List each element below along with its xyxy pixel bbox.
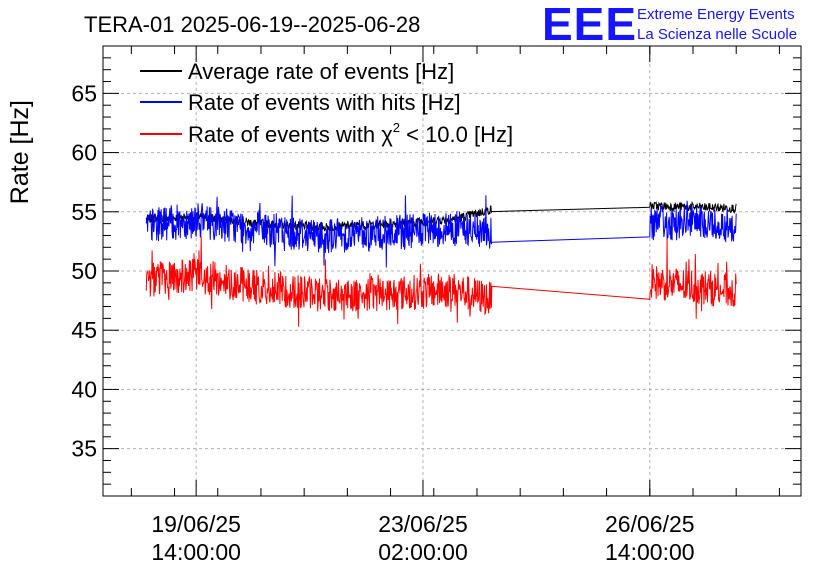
series-line-1	[145, 195, 737, 268]
logo-line-2: La Scienza nelle Scuole	[637, 26, 797, 43]
legend: Average rate of events [Hz] Rate of even…	[140, 59, 513, 147]
y-axis-label: Rate [Hz]	[6, 100, 34, 204]
legend-average: Average rate of events [Hz]	[188, 59, 454, 84]
legend-hits: Rate of events with hits [Hz]	[188, 90, 461, 115]
y-tick-label: 60	[71, 140, 97, 166]
series-line-2	[145, 236, 737, 327]
y-tick-label: 40	[71, 376, 97, 402]
y-tick-label: 35	[71, 436, 97, 462]
x-tick-label-date: 23/06/25	[378, 511, 468, 537]
y-tick-label: 55	[71, 199, 97, 225]
y-tick-label: 50	[71, 258, 97, 284]
axes	[102, 45, 802, 497]
series-lines	[145, 195, 737, 327]
tick-labels: 3540455055606519/06/2514:00:0023/06/2502…	[71, 80, 694, 565]
chart-title: TERA-01 2025-06-19--2025-06-28	[84, 12, 420, 37]
logo-line-1: Extreme Energy Events	[637, 6, 795, 23]
plot-frame	[102, 45, 802, 497]
x-tick-label-time: 02:00:00	[378, 539, 468, 565]
y-tick-label: 65	[71, 80, 97, 106]
x-tick-label-date: 19/06/25	[151, 511, 241, 537]
y-tick-label: 45	[71, 317, 97, 343]
x-tick-label-time: 14:00:00	[151, 539, 241, 565]
x-tick-label-time: 14:00:00	[605, 539, 695, 565]
logo-mark: EEE	[542, 0, 637, 50]
legend-chi2: Rate of events with χ2 < 10.0 [Hz]	[188, 120, 513, 147]
x-tick-label-date: 26/06/25	[605, 511, 695, 537]
eee-logo: EEE Extreme Energy Events La Scienza nel…	[542, 0, 797, 50]
